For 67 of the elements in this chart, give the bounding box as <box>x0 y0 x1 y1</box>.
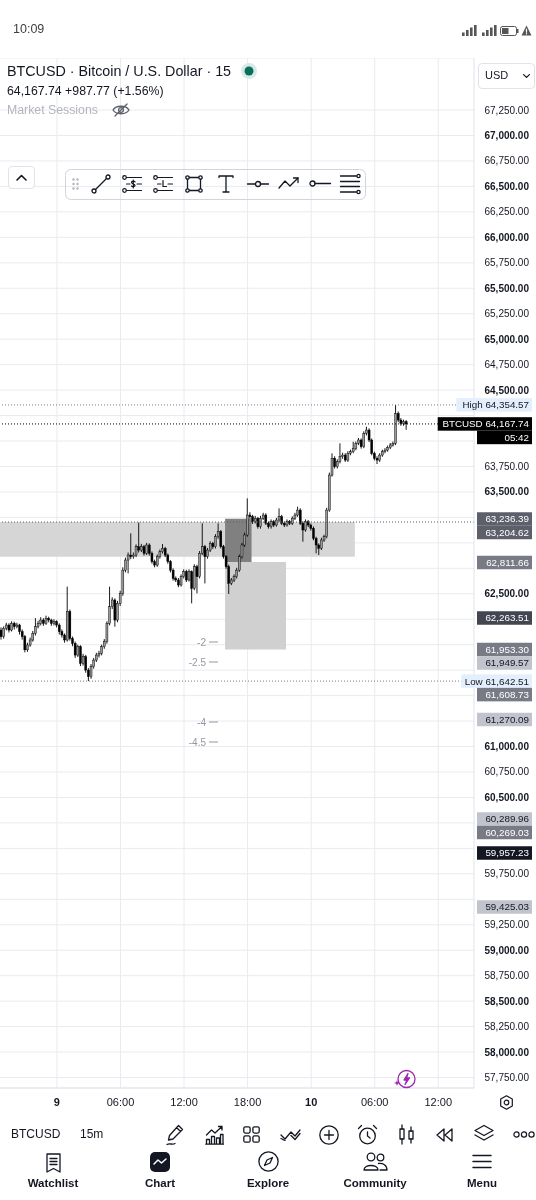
text: 61,949.57 <box>485 657 529 669</box>
text: 59,425.03 <box>485 901 530 913</box>
y-tick-label: 64,750.00 <box>484 359 530 371</box>
text: 05:42 <box>504 431 529 443</box>
y-tick-label: 66,750.00 <box>484 155 530 167</box>
y-tick-label: 59,250.00 <box>484 919 530 931</box>
text: 59,957.23 <box>485 847 530 859</box>
text: 62,811.66 <box>486 556 530 568</box>
y-tick-label: 58,750.00 <box>484 970 530 982</box>
text: 61,953.30 <box>485 643 530 655</box>
y-tick-label: 64,500.00 <box>484 384 530 396</box>
y-tick-label: 65,750.00 <box>484 257 530 269</box>
ref-line-label: 63,204.62 <box>485 526 529 538</box>
y-tick-label: 57,750.00 <box>484 1072 530 1084</box>
text: Explore <box>245 1177 291 1189</box>
text: 60,269.03 <box>485 826 530 838</box>
x-tick-label: 06:00 <box>360 1095 389 1108</box>
y-tick-label: 67,000.00 <box>484 130 530 141</box>
annotation: -2.5 <box>188 656 207 668</box>
text: 62,263.51 <box>485 612 529 624</box>
y-tick-label: 65,000.00 <box>484 333 530 345</box>
text: Chart <box>144 1177 176 1189</box>
y-tick-label: 58,250.00 <box>484 1021 530 1033</box>
text: 60,289.96 <box>485 813 530 825</box>
y-tick-label: 60,750.00 <box>484 766 530 778</box>
ref-line-label: High 64,354.57 <box>462 399 529 411</box>
x-tick-label: 12:00 <box>170 1095 198 1108</box>
annotation: -4 <box>197 716 207 728</box>
x-tick-label: 06:00 <box>106 1095 135 1108</box>
y-tick-label: 66,500.00 <box>484 180 530 192</box>
x-tick-label: 10 <box>305 1095 318 1108</box>
text: 10:09 <box>13 22 45 36</box>
text: 61,608.73 <box>485 689 530 701</box>
text: 15m <box>80 1127 104 1141</box>
y-tick-label: 63,750.00 <box>484 460 530 472</box>
y-tick-label: 65,250.00 <box>484 308 530 320</box>
text: 61,270.09 <box>485 713 529 725</box>
x-tick-label: 18:00 <box>233 1095 262 1108</box>
text: Menu <box>466 1177 498 1189</box>
y-tick-label: 65,500.00 <box>484 282 530 294</box>
x-tick-label: 12:00 <box>424 1095 453 1108</box>
currency-dropdown: USD <box>478 63 535 89</box>
ref-line-label: Low 61,642.51 <box>464 675 529 687</box>
y-tick-label: 67,250.00 <box>484 104 530 116</box>
chart-title: BTCUSD · Bitcoin / U.S. Dollar · 15 <box>7 63 232 79</box>
annotation: -4.5 <box>188 736 207 748</box>
text: Watchlist <box>26 1177 80 1189</box>
annotation: -2 <box>197 636 207 648</box>
y-tick-label: 61,000.00 <box>484 741 530 753</box>
text: BTCUSD <box>11 1127 61 1141</box>
text: Community <box>342 1177 408 1189</box>
y-tick-label: 58,500.00 <box>484 995 530 1007</box>
y-tick-label: 66,000.00 <box>484 231 530 243</box>
annotation: Market Sessions <box>7 103 98 117</box>
y-tick-label: 59,000.00 <box>484 944 530 956</box>
y-tick-label: 63,500.00 <box>484 486 530 498</box>
x-tick-label: 9 <box>53 1095 60 1108</box>
ref-line-label: BTCUSD 64,167.74 <box>442 418 530 430</box>
y-tick-label: 59,750.00 <box>484 868 530 880</box>
candlestick <box>277 507 281 523</box>
y-tick-label: 60,500.00 <box>484 791 530 803</box>
text: 64,167.74 +987.77 (+1.56%) <box>7 84 164 98</box>
y-tick-label: 62,500.00 <box>484 588 530 600</box>
candlestick <box>375 455 379 465</box>
y-tick-label: 58,000.00 <box>484 1046 530 1058</box>
y-tick-label: 66,250.00 <box>484 206 530 218</box>
text: 63,236.39 <box>485 513 529 525</box>
